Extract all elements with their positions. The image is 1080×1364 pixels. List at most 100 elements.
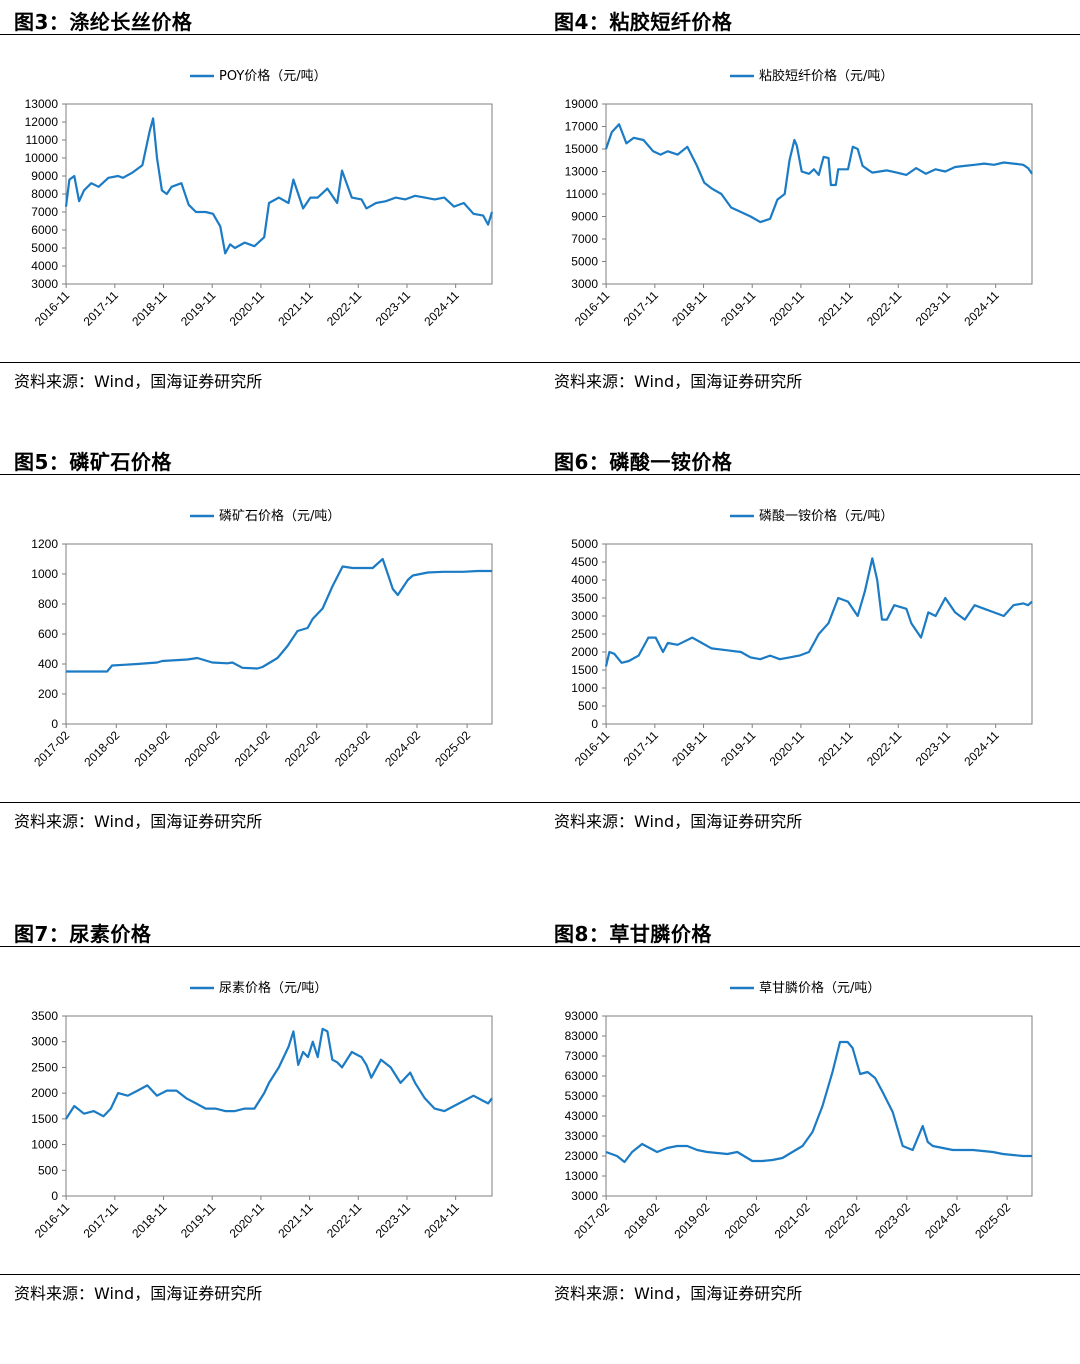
x-tick-label: 2021-11: [275, 288, 316, 329]
y-tick-label: 400: [38, 657, 58, 671]
bottom-rule: [540, 362, 1080, 363]
top-rule: [0, 474, 540, 475]
y-tick-label: 0: [51, 717, 58, 731]
x-tick-label: 2020-11: [767, 288, 808, 329]
line-chart: 尿素价格（元/吨） 0 500 1000 1500 2000 2500 3000 3500 201…: [31, 980, 493, 1241]
x-tick-label: 2024-11: [961, 728, 1002, 769]
y-tick-label: 500: [38, 1163, 58, 1177]
x-tick-label: 2016-11: [572, 728, 613, 769]
x-tick-label: 2019-02: [131, 728, 172, 769]
x-tick-label: 2020-11: [227, 288, 268, 329]
y-tick-label: 13000: [565, 1169, 599, 1183]
x-tick-label: 2022-11: [864, 288, 905, 329]
y-tick-label: 43000: [565, 1109, 599, 1123]
top-rule: [0, 34, 540, 35]
x-tick-label: 2021-11: [815, 728, 856, 769]
figure-title: 图7：尿素价格: [14, 922, 152, 946]
x-tick-label: 2019-11: [718, 288, 759, 329]
top-rule: [540, 946, 1080, 947]
x-tick-label: 2018-02: [621, 1200, 662, 1241]
x-tick-label: 2023-02: [872, 1200, 913, 1241]
series-line: [604, 557, 1033, 667]
y-tick-label: 2500: [31, 1060, 58, 1074]
y-tick-label: 1500: [571, 663, 598, 677]
y-tick-label: 7000: [31, 205, 58, 219]
y-tick-label: 1000: [571, 681, 598, 695]
x-tick-label: 2019-11: [178, 288, 219, 329]
x-tick-label: 2016-11: [32, 1200, 73, 1241]
x-tick-label: 2018-02: [81, 728, 122, 769]
x-tick-label: 2018-11: [669, 288, 710, 329]
x-tick-label: 2017-02: [31, 728, 72, 769]
figure-title: 图5：磷矿石价格: [14, 450, 172, 474]
x-tick-label: 2021-02: [772, 1200, 813, 1241]
top-rule: [540, 34, 1080, 35]
plot-area: [605, 1015, 1033, 1197]
line-chart: 草甘膦价格（元/吨） 3000 13000 23000 33000 43000 53000 6…: [565, 980, 1033, 1241]
x-tick-label: 2017-02: [571, 1200, 612, 1241]
legend-label: 磷酸一铵价格（元/吨）: [759, 508, 893, 524]
y-tick-label: 600: [38, 627, 58, 641]
source-note: 资料来源：Wind，国海证券研究所: [554, 372, 803, 391]
legend-label: 粘胶短纤价格（元/吨）: [759, 68, 893, 84]
x-tick-label: 2019-11: [718, 728, 759, 769]
x-tick-label: 2016-11: [32, 288, 73, 329]
x-tick-label: 2024-02: [382, 728, 423, 769]
series-line: [65, 1027, 493, 1120]
figure-title: 图6：磷酸一铵价格: [554, 450, 733, 474]
x-tick-label: 2025-02: [972, 1200, 1013, 1241]
y-tick-label: 12000: [25, 115, 59, 129]
chart-panel-6: 图8：草甘膦价格 草甘膦价格（元/吨） 3000 13000 23000 33000 43…: [540, 912, 1080, 1364]
y-tick-label: 5000: [571, 255, 598, 269]
plot-area: [65, 543, 493, 725]
x-tick-label: 2022-02: [282, 728, 323, 769]
line-chart: 磷酸一铵价格（元/吨） 0 500 1000 1500 2000 2500 3000 3500 4…: [571, 508, 1033, 769]
legend-label: 草甘膦价格（元/吨）: [759, 980, 880, 996]
x-tick-label: 2021-11: [275, 1200, 316, 1241]
y-tick-label: 200: [38, 687, 58, 701]
y-tick-label: 1500: [31, 1112, 58, 1126]
x-tick-label: 2023-02: [332, 728, 373, 769]
x-tick-label: 2017-11: [621, 728, 662, 769]
source-note: 资料来源：Wind，国海证券研究所: [14, 812, 263, 831]
x-tick-label: 2017-11: [621, 288, 662, 329]
y-tick-label: 63000: [565, 1069, 599, 1083]
x-tick-label: 2017-11: [81, 1200, 122, 1241]
x-tick-label: 2022-11: [864, 728, 905, 769]
plot-area: [65, 1015, 493, 1197]
y-tick-label: 93000: [565, 1009, 599, 1023]
source-note: 资料来源：Wind，国海证券研究所: [554, 1284, 803, 1303]
chart-panel-1: 图3：涤纶长丝价格 POY价格（元/吨） 3000 4000 5000 6000 7000…: [0, 0, 540, 452]
y-tick-label: 3000: [571, 1189, 598, 1203]
x-tick-label: 2018-11: [669, 728, 710, 769]
y-tick-label: 23000: [565, 1149, 599, 1163]
x-tick-label: 2016-11: [572, 288, 613, 329]
y-tick-label: 5000: [571, 537, 598, 551]
x-tick-label: 2019-02: [671, 1200, 712, 1241]
y-tick-label: 11000: [566, 187, 599, 201]
x-tick-label: 2020-02: [182, 728, 223, 769]
line-chart: 粘胶短纤价格（元/吨） 3000 5000 7000 9000 11000 13000 150…: [565, 68, 1033, 329]
y-tick-label: 3000: [571, 277, 598, 291]
x-tick-label: 2020-02: [722, 1200, 763, 1241]
y-tick-label: 3500: [571, 591, 598, 605]
x-tick-label: 2024-02: [922, 1200, 963, 1241]
x-tick-label: 2018-11: [129, 1200, 170, 1241]
x-tick-label: 2023-11: [913, 728, 954, 769]
x-tick-label: 2020-11: [227, 1200, 268, 1241]
y-tick-label: 9000: [31, 169, 58, 183]
x-tick-label: 2017-11: [81, 288, 122, 329]
x-tick-label: 2021-02: [232, 728, 273, 769]
series-line: [605, 1040, 1032, 1164]
y-tick-label: 10000: [25, 151, 59, 165]
x-tick-label: 2025-02: [432, 728, 473, 769]
x-tick-label: 2021-11: [815, 288, 856, 329]
x-tick-label: 2020-11: [767, 728, 808, 769]
y-tick-label: 4000: [31, 259, 58, 273]
y-tick-label: 800: [38, 597, 58, 611]
x-tick-label: 2023-11: [913, 288, 954, 329]
figure-title: 图3：涤纶长丝价格: [14, 10, 193, 34]
plot-area: [605, 103, 1033, 285]
y-tick-label: 3000: [31, 1035, 58, 1049]
